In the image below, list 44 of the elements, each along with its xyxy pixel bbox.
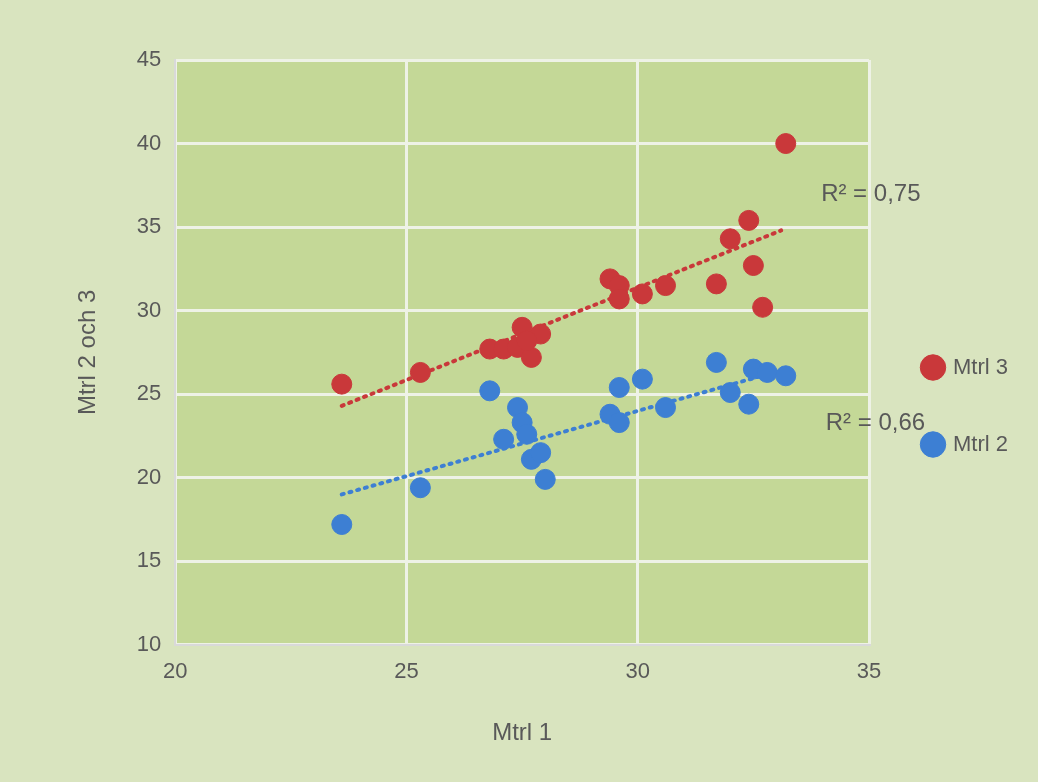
point: [608, 376, 630, 398]
point: [756, 361, 778, 383]
point: [530, 442, 552, 464]
legend-label: Mtrl 3: [953, 353, 1008, 379]
x-axis-title: Mtrl 1: [492, 718, 553, 746]
point: [655, 397, 677, 419]
x-tick-label: 25: [394, 658, 419, 684]
point: [719, 382, 741, 403]
point: [331, 373, 353, 395]
y-axis-title: Mtrl 2 och 3: [73, 289, 101, 416]
point: [719, 228, 741, 250]
y-tick-label: 15: [136, 547, 162, 573]
point: [479, 380, 501, 402]
y-tick-label: 30: [136, 296, 162, 322]
y-tick-label: 45: [136, 46, 162, 72]
y-tick-label: 20: [136, 463, 162, 489]
point: [752, 296, 774, 318]
point: [631, 283, 653, 305]
point: [409, 361, 431, 383]
point: [738, 393, 760, 415]
point: [534, 468, 556, 490]
point: [738, 209, 760, 231]
point: [705, 351, 727, 373]
point: [655, 275, 677, 297]
point: [775, 365, 797, 387]
legend-label: Mtrl 2: [953, 430, 1008, 456]
point: [409, 477, 431, 499]
y-tick-label: 40: [136, 129, 162, 155]
point: [631, 368, 653, 390]
point: [608, 412, 630, 434]
y-tick-label: 10: [136, 630, 162, 656]
point: [775, 133, 797, 155]
point: [705, 273, 727, 295]
point: [520, 346, 542, 368]
point: [516, 423, 538, 445]
x-tick-label: 35: [856, 658, 882, 684]
x-tick-label: 30: [625, 658, 650, 684]
point: [331, 514, 353, 535]
point: [742, 255, 764, 277]
x-tick-label: 20: [163, 658, 188, 684]
annotation: R² = 0,75: [821, 179, 921, 207]
y-tick-label: 35: [136, 213, 162, 239]
point: [493, 428, 515, 450]
y-tick-label: 25: [136, 380, 162, 406]
